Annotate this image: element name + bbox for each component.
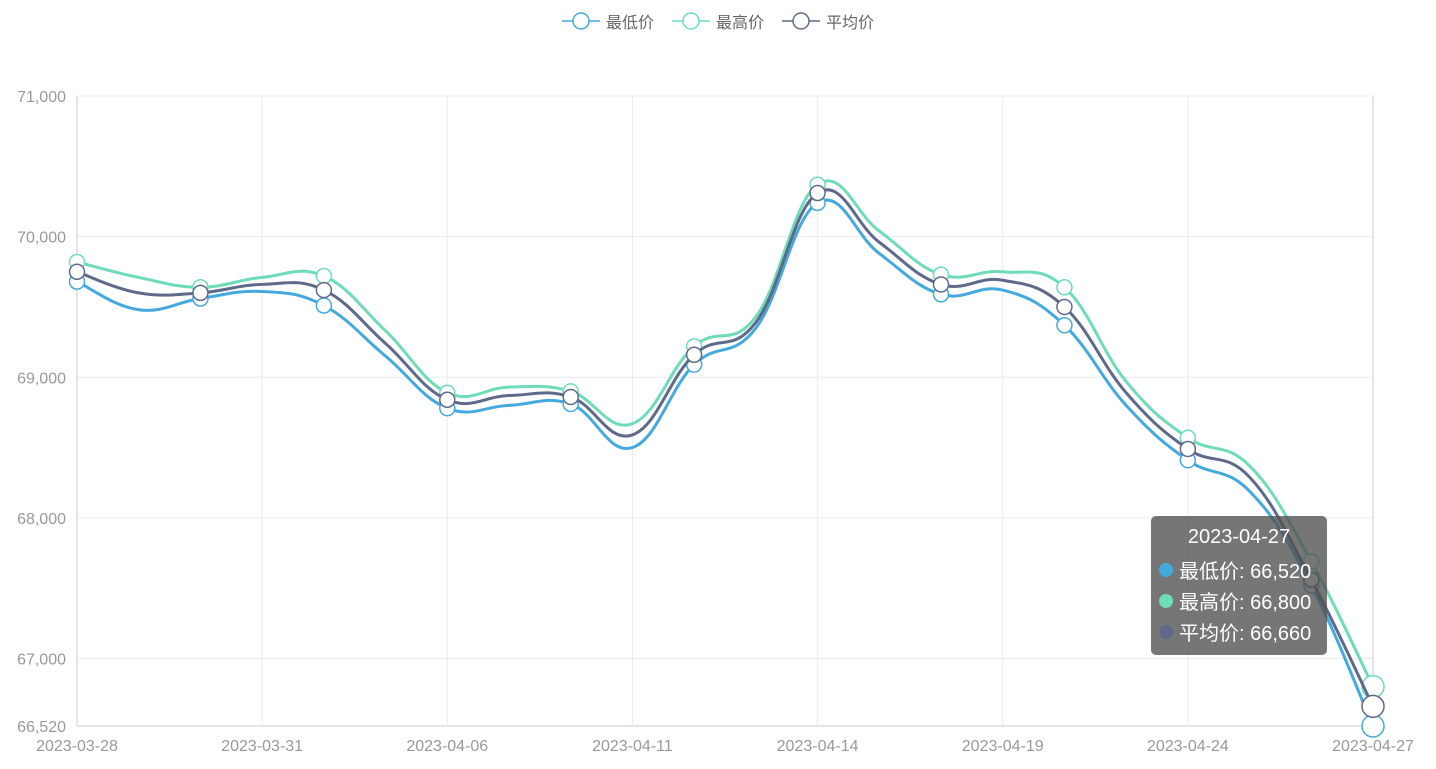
data-point-high	[1056, 279, 1073, 296]
data-point-avg	[932, 276, 950, 293]
tooltip-text-avg: 平均价: 66,660	[1179, 623, 1312, 645]
tooltip-text-high: 最高价: 66,800	[1179, 592, 1312, 614]
y-tick-label: 66,520	[17, 719, 66, 736]
legend-item-low[interactable]: 最低价	[561, 9, 654, 33]
tooltip-dot-low	[1159, 562, 1173, 577]
legend-label-high: 最高价	[715, 15, 764, 32]
y-tick-label: 71,000	[17, 89, 66, 106]
legend-avg-icon	[782, 12, 820, 30]
x-tick-label: 2023-04-11	[592, 738, 673, 755]
y-tick-label: 69,000	[17, 370, 66, 387]
y-tick-label: 70,000	[17, 230, 66, 247]
legend: 最低价 最高价 平均价	[0, 9, 1436, 33]
tooltip-dot-avg	[1159, 624, 1173, 639]
data-point-avg	[685, 346, 703, 363]
legend-label-low: 最低价	[605, 15, 654, 32]
data-point-avg	[68, 263, 86, 281]
legend-label-avg: 平均价	[826, 15, 875, 32]
x-tick-label: 2023-03-31	[221, 738, 303, 755]
x-tick-label: 2023-03-28	[36, 738, 118, 755]
tooltip-row-low: 最低价: 66,520	[1159, 554, 1319, 585]
tooltip-date: 2023-04-27	[1187, 526, 1291, 548]
y-tick-label: 68,000	[17, 511, 66, 528]
data-point-avg	[439, 391, 456, 408]
data-point-avg	[1361, 694, 1385, 719]
data-point-avg	[809, 184, 826, 202]
legend-low-icon	[561, 12, 600, 30]
data-point-avg	[1056, 298, 1073, 316]
data-point-low	[1361, 714, 1385, 738]
data-point-low	[315, 297, 333, 314]
x-tick-label: 2023-04-24	[1147, 738, 1229, 755]
tooltip-dot-high	[1159, 593, 1173, 608]
tooltip: 2023-04-27 最低价: 66,520 最高价: 66,800 平均价: …	[1151, 516, 1327, 655]
data-point-avg	[562, 388, 579, 406]
data-point-low	[1056, 316, 1073, 334]
y-tick-label: 67,000	[17, 652, 66, 669]
legend-high-icon	[671, 12, 710, 30]
x-tick-label: 2023-04-06	[406, 738, 488, 755]
x-tick-label: 2023-04-27	[1332, 738, 1414, 755]
legend-item-high[interactable]: 最高价	[671, 9, 764, 33]
x-tick-label: 2023-04-14	[777, 738, 859, 755]
legend-item-avg[interactable]: 平均价	[782, 9, 874, 33]
tooltip-row-avg: 平均价: 66,660	[1159, 616, 1319, 647]
data-point-avg	[1179, 440, 1197, 458]
tooltip-text-low: 最低价: 66,520	[1179, 561, 1312, 583]
tooltip-row-high: 最高价: 66,800	[1159, 585, 1319, 616]
x-tick-label: 2023-04-19	[962, 738, 1044, 755]
data-point-avg	[315, 281, 333, 299]
data-point-high	[315, 267, 333, 285]
data-point-avg	[192, 284, 209, 302]
